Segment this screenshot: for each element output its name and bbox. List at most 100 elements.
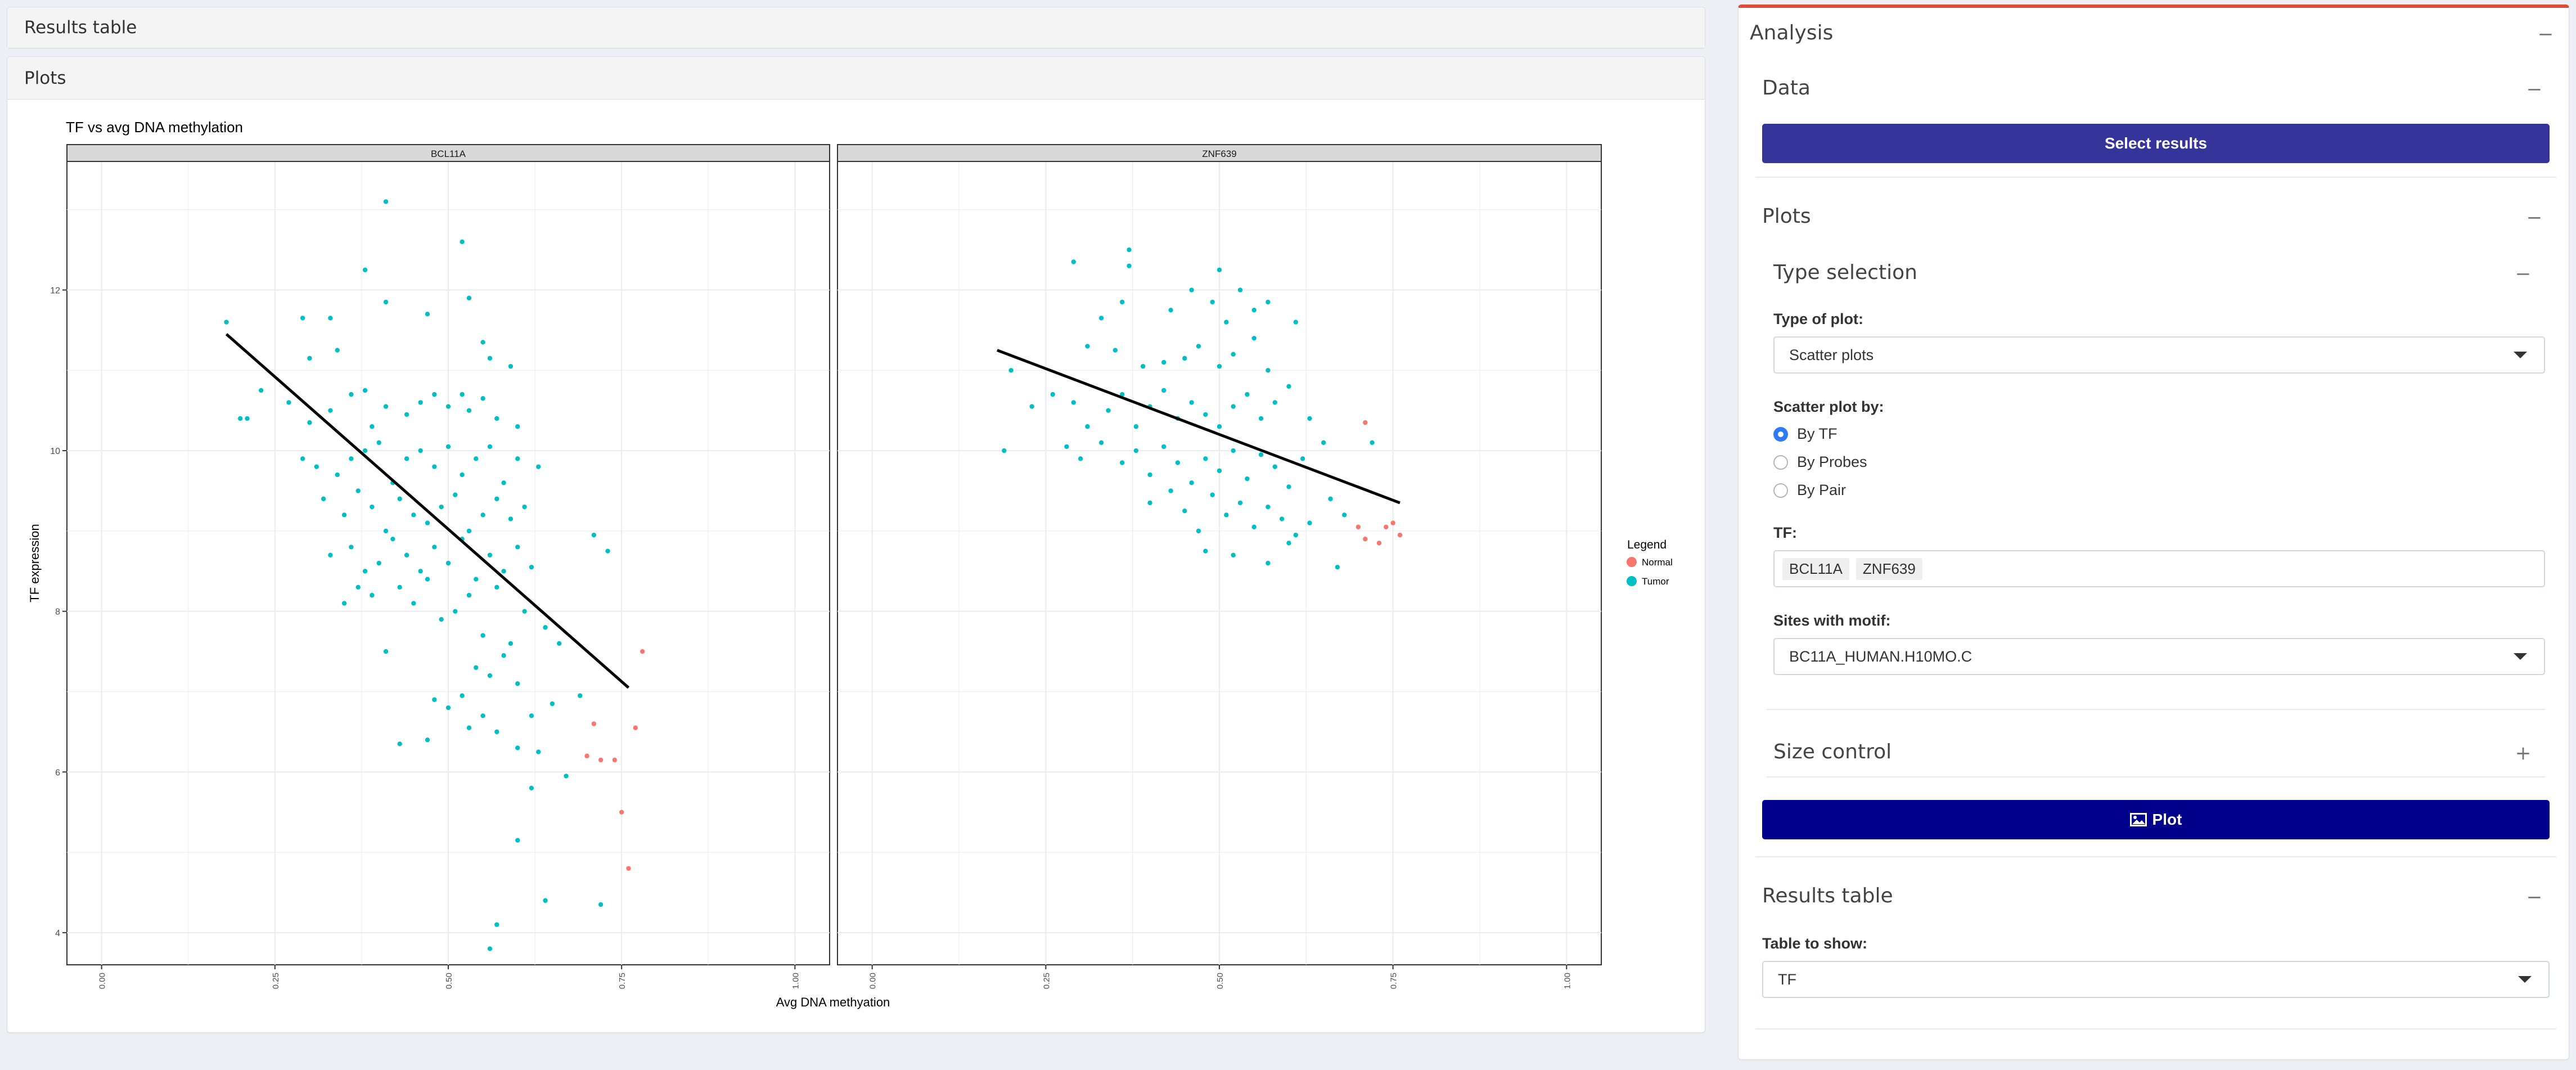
tumor-point: [383, 649, 389, 654]
tumor-point: [536, 749, 541, 754]
tumor-point: [1272, 400, 1277, 405]
tumor-point: [487, 673, 493, 678]
tumor-point: [550, 701, 555, 707]
x-tick-label: 0.25: [271, 973, 281, 989]
y-axis-label: TF expression: [28, 524, 42, 602]
analysis-collapse-button[interactable]: −: [2537, 23, 2554, 46]
tumor-point: [1231, 448, 1236, 453]
tumor-point: [453, 609, 458, 614]
tumor-point: [328, 552, 333, 558]
tumor-point: [300, 316, 305, 321]
tumor-point: [439, 617, 444, 622]
type-of-plot-select[interactable]: Scatter plots: [1773, 336, 2545, 374]
tumor-point: [425, 577, 430, 582]
tumor-point: [445, 404, 451, 409]
divider: [1755, 177, 2556, 178]
tumor-point: [224, 320, 229, 325]
table-to-show-select[interactable]: TF: [1762, 961, 2550, 998]
tumor-point: [397, 496, 402, 501]
size-control-expand-button[interactable]: +: [2515, 742, 2532, 765]
tumor-point: [445, 560, 451, 566]
tumor-point: [418, 448, 423, 453]
plots-collapse-button[interactable]: −: [2526, 206, 2543, 229]
tumor-point: [258, 388, 264, 393]
tumor-point: [1127, 263, 1132, 268]
data-collapse-button[interactable]: −: [2526, 78, 2543, 101]
tumor-point: [1293, 320, 1298, 325]
tumor-point: [355, 585, 361, 590]
legend-label: Normal: [1642, 557, 1673, 568]
tf-tag[interactable]: ZNF639: [1856, 558, 1922, 580]
tumor-point: [418, 569, 423, 574]
type-of-plot-value: Scatter plots: [1789, 346, 1874, 363]
tumor-point: [564, 774, 569, 779]
tumor-point: [474, 665, 479, 670]
results-table-collapse-button[interactable]: −: [2526, 886, 2543, 909]
tumor-point: [529, 713, 534, 718]
tumor-point: [474, 577, 479, 582]
normal-point: [1376, 541, 1382, 546]
plot-title: TF vs avg DNA methylation: [66, 119, 243, 136]
sites-with-motif-label: Sites with motif:: [1773, 612, 1891, 629]
y-tick-label: 4: [55, 929, 60, 938]
tumor-point: [494, 416, 499, 421]
tumor-point: [307, 356, 312, 361]
chevron-down-icon: [2514, 352, 2527, 358]
type-selection-collapse-button[interactable]: −: [2515, 263, 2532, 285]
divider: [1767, 776, 2545, 777]
tumor-point: [1245, 476, 1250, 482]
tumor-point: [1210, 299, 1215, 305]
tumor-point: [411, 512, 416, 518]
divider: [1755, 856, 2556, 857]
tumor-point: [1161, 388, 1167, 393]
tumor-point: [1161, 444, 1167, 449]
normal-point: [1363, 536, 1368, 542]
tumor-point: [1231, 552, 1236, 558]
tumor-point: [1203, 456, 1208, 461]
facet-strip: [837, 144, 1602, 162]
radio-unchecked-icon[interactable]: [1773, 483, 1788, 498]
tumor-point: [480, 340, 485, 345]
tumor-point: [335, 472, 340, 478]
scatter-by-label: Scatter plot by:: [1773, 398, 1884, 415]
radio-by-tf[interactable]: By TF: [1773, 425, 1838, 443]
tumor-point: [349, 545, 354, 550]
x-tick-label: 0.75: [618, 973, 627, 989]
sites-with-motif-select[interactable]: BC11A_HUMAN.H10MO.C: [1773, 638, 2545, 675]
results-table-panel-header[interactable]: Results table: [7, 7, 1705, 48]
tumor-point: [286, 400, 291, 405]
tumor-point: [1335, 564, 1340, 570]
tumor-point: [522, 504, 527, 510]
plot-button[interactable]: Plot: [1762, 800, 2550, 839]
size-control-title: Size control: [1773, 740, 1892, 763]
tumor-point: [355, 488, 361, 493]
tf-multiselect[interactable]: BCL11A ZNF639: [1773, 550, 2545, 587]
select-results-button[interactable]: Select results: [1762, 124, 2550, 163]
normal-point: [591, 721, 597, 726]
tumor-point: [1266, 560, 1271, 566]
tumor-point: [578, 693, 583, 698]
tumor-point: [501, 569, 506, 574]
y-tick-label: 10: [50, 447, 60, 456]
tumor-point: [536, 464, 541, 469]
radio-by-probes[interactable]: By Probes: [1773, 453, 1867, 471]
tumor-point: [1071, 259, 1076, 264]
analysis-panel: Analysis − Data − Select results Plots −…: [1738, 5, 2569, 1060]
tf-tag[interactable]: BCL11A: [1782, 558, 1849, 580]
normal-point: [1355, 524, 1361, 529]
tumor-point: [515, 424, 520, 429]
radio-checked-icon[interactable]: [1773, 426, 1788, 442]
tumor-point: [466, 408, 472, 413]
tumor-point: [1258, 452, 1264, 457]
radio-by-pair[interactable]: By Pair: [1773, 482, 1846, 499]
tumor-point: [494, 922, 499, 927]
tumor-point: [335, 348, 340, 353]
radio-unchecked-icon[interactable]: [1773, 455, 1788, 470]
tumor-point: [404, 456, 409, 461]
tumor-point: [460, 693, 465, 698]
plots-panel-header[interactable]: Plots: [7, 57, 1705, 100]
tumor-point: [376, 440, 381, 445]
tumor-point: [328, 408, 333, 413]
tumor-point: [362, 267, 368, 272]
tumor-point: [1286, 384, 1291, 389]
